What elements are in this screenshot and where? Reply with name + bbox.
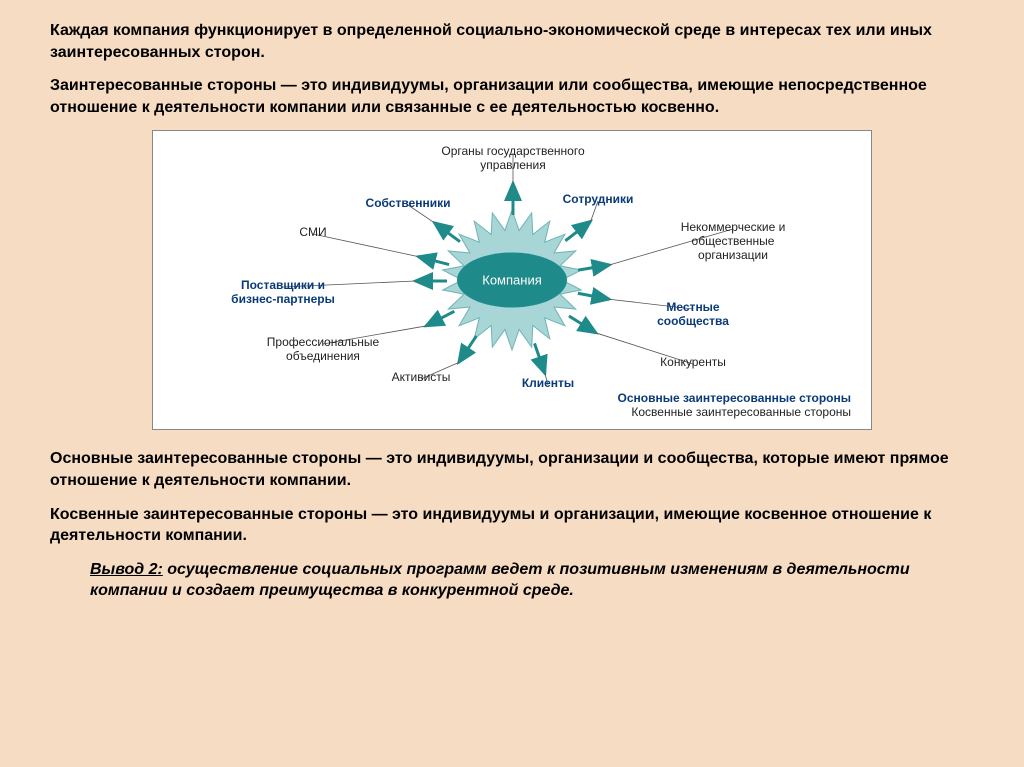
diagram-legend: Основные заинтересованные стороны Косвен…	[618, 391, 852, 419]
paragraph-2: Заинтересованные стороны — это индивидуу…	[50, 75, 974, 118]
center-label: Компания	[457, 253, 567, 308]
paragraph-1: Каждая компания функционирует в определе…	[50, 20, 974, 63]
stakeholder-clients: Клиенты	[522, 377, 574, 391]
stakeholder-localcom: Местные сообщества	[657, 301, 729, 329]
conclusion-text: осуществление социальных программ ведет …	[90, 561, 910, 600]
conclusion-lead: Вывод 2:	[90, 561, 163, 578]
stakeholder-competitors: Конкуренты	[660, 356, 726, 370]
stakeholder-profunion: Профессиональные объединения	[267, 336, 379, 364]
stakeholder-nko: Некоммерческие и общественные организаци…	[681, 221, 786, 262]
paragraph-4: Косвенные заинтересованные стороны — это…	[50, 504, 974, 547]
conclusion: Вывод 2: осуществление социальных програ…	[90, 559, 974, 602]
stakeholder-suppliers: Поставщики и бизнес-партнеры	[231, 279, 335, 307]
stakeholder-gov: Органы государственного управления	[441, 145, 584, 173]
stakeholder-owners: Собственники	[366, 197, 451, 211]
paragraph-3: Основные заинтересованные стороны — это …	[50, 448, 974, 491]
stakeholder-activists: Активисты	[392, 371, 451, 385]
legend-primary: Основные заинтересованные стороны	[618, 391, 852, 405]
center-node: Компания	[457, 253, 567, 308]
stakeholder-media: СМИ	[299, 226, 326, 240]
stakeholder-employees: Сотрудники	[563, 193, 634, 207]
legend-secondary: Косвенные заинтересованные стороны	[618, 405, 852, 419]
stakeholder-diagram: Компания Основные заинтересованные сторо…	[152, 130, 872, 430]
